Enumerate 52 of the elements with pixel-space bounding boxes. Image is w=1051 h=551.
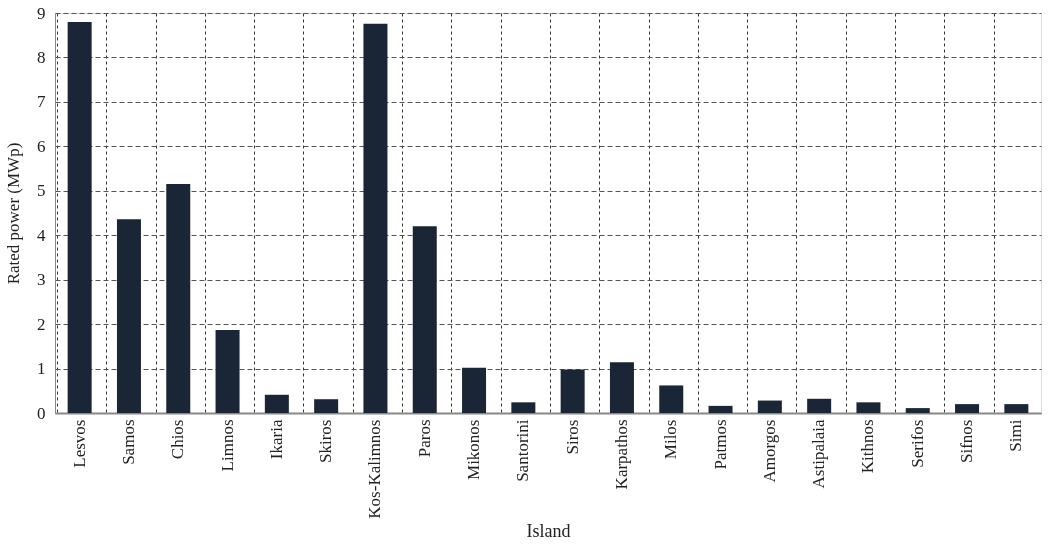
bar (807, 398, 832, 413)
y-axis-title: Rated power (MWp) (4, 142, 23, 285)
y-tick-label: 7 (37, 92, 46, 112)
x-tick-label: Samos (118, 419, 138, 465)
x-tick-label: Ikaria (266, 419, 286, 460)
x-tick-label: Kos-Kalimnos (365, 419, 385, 519)
x-tick-label: Amorgos (759, 419, 779, 483)
bar (314, 399, 339, 413)
x-tick-label: Lesvos (69, 419, 89, 468)
bar (905, 408, 930, 413)
y-tick-label: 8 (37, 47, 46, 67)
bar (757, 400, 782, 413)
bar (609, 362, 634, 413)
x-tick-label: Mikonos (464, 419, 484, 480)
bar (856, 402, 881, 413)
bar (215, 329, 240, 413)
x-axis-title: Island (526, 520, 571, 541)
x-tick-label: Serifos (907, 419, 927, 468)
x-tick-label: Milos (661, 419, 681, 460)
x-tick-label: Siros (562, 419, 582, 455)
bar (708, 405, 733, 413)
x-tick-label: Karpathos (611, 419, 631, 490)
y-tick-label: 4 (37, 225, 46, 245)
bar (955, 404, 980, 413)
x-tick-label: Limnos (217, 419, 237, 472)
y-tick-label: 3 (37, 270, 46, 290)
y-tick-label: 9 (37, 3, 46, 23)
x-tick-label: Kithnos (858, 419, 878, 474)
y-tick-label: 1 (37, 359, 46, 379)
x-tick-label: Chios (168, 419, 188, 460)
x-tick-label: Astipalaia (809, 419, 829, 489)
y-tick-label: 2 (37, 314, 46, 334)
bar (1004, 404, 1029, 413)
y-tick-label: 5 (37, 181, 46, 201)
bar (659, 385, 684, 413)
bar (363, 23, 388, 413)
x-tick-label: Santorini (513, 419, 533, 482)
y-tick-label: 0 (37, 403, 46, 423)
bar (264, 394, 289, 413)
x-tick-label: Skiros (316, 419, 336, 463)
x-tick-label: Sifnos (957, 419, 977, 463)
bar (116, 219, 141, 413)
bar (511, 402, 536, 413)
bar (166, 184, 191, 413)
x-tick-label: Simi (1006, 419, 1026, 452)
bar (67, 21, 92, 413)
bar (412, 226, 437, 413)
bar (560, 369, 585, 413)
bar (462, 367, 487, 413)
x-tick-label: Paros (414, 419, 434, 458)
x-tick-label: Patmos (710, 419, 730, 470)
y-tick-label: 6 (37, 136, 46, 156)
